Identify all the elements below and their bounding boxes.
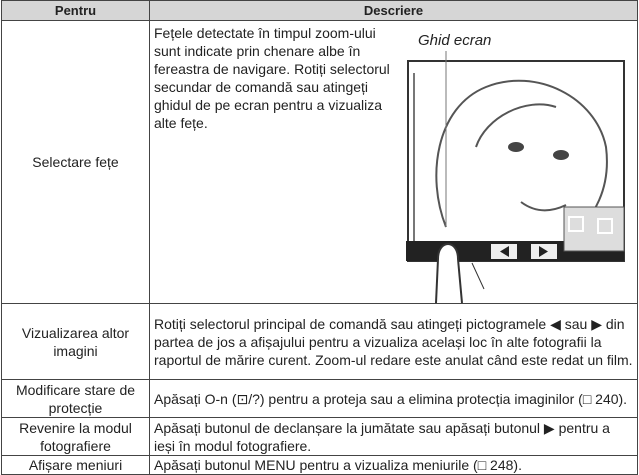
row-label: Vizualizarea altor imagini (1, 303, 150, 380)
row-description: Rotiți selectorul principal de comandă s… (149, 303, 638, 380)
mouth (520, 201, 567, 212)
row-description: Apăsați butonul MENU pentru a vizualiza … (149, 455, 638, 475)
illustration: Ghid ecran (406, 32, 625, 303)
row-description: Apăsați butonul de declanșare la jumătat… (149, 417, 638, 456)
face-frame (597, 218, 613, 234)
finger-line (471, 262, 485, 290)
next-arrow (539, 246, 548, 257)
row: Afișare meniuri Apăsați butonul MENU pen… (1, 455, 638, 475)
header-cell: Pentru (1, 0, 150, 21)
face-frame (568, 216, 584, 232)
row-description: Fețele detectate în timpul zoom-ului sun… (154, 25, 390, 131)
row-label: Revenire la modul fotografiere (1, 417, 150, 456)
row-label: Afișare meniuri (1, 455, 150, 475)
row-description: Apăsați O‑n (⊡/?) pentru a proteja sau a… (149, 379, 638, 418)
row: Selectare fețe Fețele detectate în timpu… (1, 20, 638, 304)
hair (475, 103, 557, 148)
finger (435, 243, 463, 303)
row-description-cell: Fețele detectate în timpul zoom-ului sun… (149, 20, 638, 304)
prev-arrow (500, 246, 509, 257)
row-label: Selectare fețe (1, 20, 150, 304)
eye (553, 150, 569, 160)
header-row: Pentru Descriere (1, 0, 638, 21)
row-label: Modificare stare de protecție (1, 379, 150, 418)
header-cell: Descriere (149, 0, 638, 21)
row: Vizualizarea altor imagini Rotiți select… (1, 303, 638, 380)
row: Revenire la modul fotografiere Apăsați b… (1, 417, 638, 456)
face-outline (435, 79, 608, 243)
row: Modificare stare de protecție Apăsați O‑… (1, 379, 638, 418)
illustration-caption: Ghid ecran (418, 32, 491, 49)
eye (508, 142, 524, 152)
navigation-window (563, 206, 625, 252)
